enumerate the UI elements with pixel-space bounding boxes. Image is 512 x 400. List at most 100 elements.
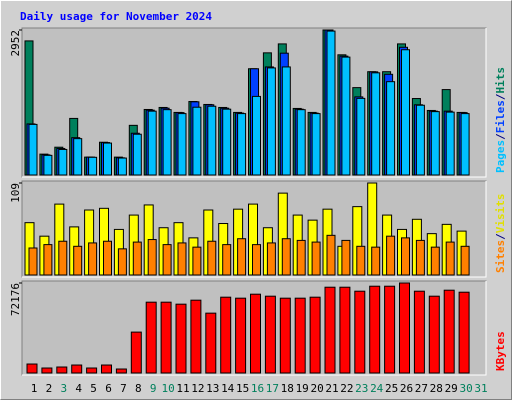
x-tick-label: 4 [75, 382, 82, 395]
bar [26, 363, 38, 374]
bar [415, 104, 425, 176]
x-tick-label: 26 [400, 382, 413, 395]
bar [162, 244, 172, 276]
bar [279, 297, 291, 374]
bar [88, 156, 98, 176]
bar [341, 239, 351, 276]
x-tick-label: 27 [415, 382, 428, 395]
bar [190, 299, 202, 374]
legend: KBytes [494, 331, 507, 371]
y-tick-label: 2952 [9, 30, 22, 57]
x-tick-label: 25 [385, 382, 398, 395]
bar [430, 111, 440, 176]
x-tick-label: 30 [459, 382, 472, 395]
bar [371, 246, 381, 276]
legend: Pages/Files/Hits [494, 67, 507, 173]
bar [399, 282, 410, 374]
bar [386, 81, 396, 176]
bar [235, 297, 247, 374]
bar [460, 113, 470, 176]
x-tick-label: 24 [370, 382, 384, 395]
chart-title: Daily usage for November 2024 [20, 10, 212, 23]
bar [311, 113, 321, 176]
bar [401, 237, 410, 276]
bar [58, 148, 68, 176]
bar [222, 244, 232, 276]
legend-entry: Files [494, 100, 507, 133]
bar [88, 242, 98, 276]
bar [443, 289, 455, 374]
bar [237, 238, 247, 276]
bar [296, 239, 306, 276]
bar [130, 331, 142, 374]
bar [222, 108, 232, 176]
bar [73, 245, 83, 276]
x-tick-label: 29 [445, 382, 458, 395]
bar [28, 247, 38, 276]
bar [294, 297, 306, 374]
bar [86, 367, 98, 374]
x-tick-label: 21 [325, 382, 338, 395]
x-tick-label: 8 [135, 382, 142, 395]
bar [341, 56, 351, 176]
bar [177, 113, 187, 176]
x-tick-label: 6 [105, 382, 112, 395]
bar [401, 49, 410, 176]
bar [339, 286, 351, 374]
bar [192, 246, 202, 276]
legend-entry: KBytes [494, 331, 507, 371]
bar [326, 30, 336, 176]
bar [207, 240, 217, 276]
bar [132, 133, 142, 176]
x-tick-label: 9 [150, 382, 157, 395]
legend: Sites/Visits [494, 194, 507, 274]
panel-bevel [22, 181, 487, 278]
legend-separator: / [494, 133, 507, 140]
bar [205, 312, 217, 374]
bar [445, 241, 455, 276]
bar [207, 105, 217, 176]
bar [220, 296, 232, 374]
bar [175, 303, 187, 374]
bar [326, 234, 336, 276]
legend-separator: / [494, 93, 507, 100]
bar [458, 291, 470, 374]
bar [281, 238, 291, 276]
bar [266, 67, 276, 176]
bar [147, 239, 157, 276]
bar [103, 240, 112, 276]
bar [101, 364, 112, 374]
bar [356, 97, 366, 176]
bar [264, 295, 276, 374]
bar [250, 293, 261, 374]
bar [266, 242, 276, 276]
x-tick-label: 13 [206, 382, 219, 395]
bar [252, 244, 261, 276]
x-tick-label: 2 [46, 382, 53, 395]
x-tick-label: 22 [340, 382, 353, 395]
x-tick-label: 31 [474, 382, 487, 395]
bar [281, 66, 291, 176]
y-tick-label: 72176 [9, 283, 22, 316]
x-tick-label: 3 [60, 382, 67, 395]
x-tick-label: 12 [191, 382, 204, 395]
bar [132, 241, 142, 276]
bar [162, 109, 172, 176]
x-tick-label: 14 [221, 382, 235, 395]
legend-entry: Pages [494, 140, 507, 173]
bar [354, 290, 366, 374]
bar [71, 364, 83, 374]
bar [369, 285, 381, 374]
bar [73, 138, 83, 176]
x-tick-label: 16 [251, 382, 264, 395]
bar [384, 285, 396, 374]
x-tick-label: 18 [281, 382, 294, 395]
bar [147, 110, 157, 176]
panel-bevel [22, 281, 487, 376]
bar [428, 295, 440, 374]
x-tick-label: 1 [31, 382, 38, 395]
x-tick-label: 20 [310, 382, 323, 395]
legend-entry: Sites [494, 240, 507, 273]
bar [58, 240, 68, 276]
x-tick-label: 23 [355, 382, 368, 395]
